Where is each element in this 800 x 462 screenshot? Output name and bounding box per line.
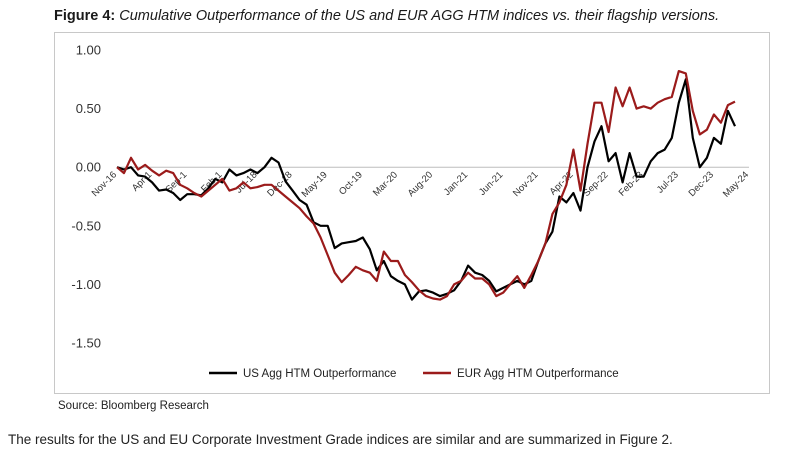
x-tick-label: Nov-21 [511,170,540,199]
y-tick-label: -0.50 [71,218,101,233]
x-tick-label: Jan-21 [442,170,470,198]
y-tick-label: 0.50 [76,101,101,116]
x-tick-label: Apr-22 [548,170,576,198]
chart-frame: 1.00 0.50 0.00 -0.50 -1.00 -1.50 Nov-16 Apr-1 Se… [54,32,770,394]
x-tick-label: Aug-20 [406,170,435,199]
legend-label: US Agg HTM Outperformance [243,368,396,380]
x-tick-label: Jun-21 [477,170,505,198]
x-tick-label: Dec-23 [687,170,716,199]
body-paragraph: The results for the US and EU Corporate … [8,432,673,447]
x-tick-label: Jul-18 [233,170,259,196]
figure-title: Figure 4: Cumulative Outperformance of t… [54,8,794,24]
x-tick-label: Sep-1 [164,170,190,196]
y-tick-label: 0.00 [76,160,101,175]
y-tick-label: -1.00 [71,277,101,292]
x-tick-label: Jul-23 [655,170,681,196]
source-note: Source: Bloomberg Research [58,400,209,412]
x-tick-label: May-19 [300,170,330,200]
x-tick-label: May-24 [721,170,751,200]
figure-caption: Cumulative Outperformance of the US and … [119,8,720,24]
y-tick-label: 1.00 [76,43,101,58]
legend-label: EUR Agg HTM Outperformance [457,368,619,380]
y-tick-label: -1.50 [71,336,101,351]
series-line-eur-agg [116,70,736,301]
x-tick-label: Mar-20 [371,170,400,199]
x-tick-label: Oct-19 [337,170,365,198]
figure-label: Figure 4: [54,8,116,24]
